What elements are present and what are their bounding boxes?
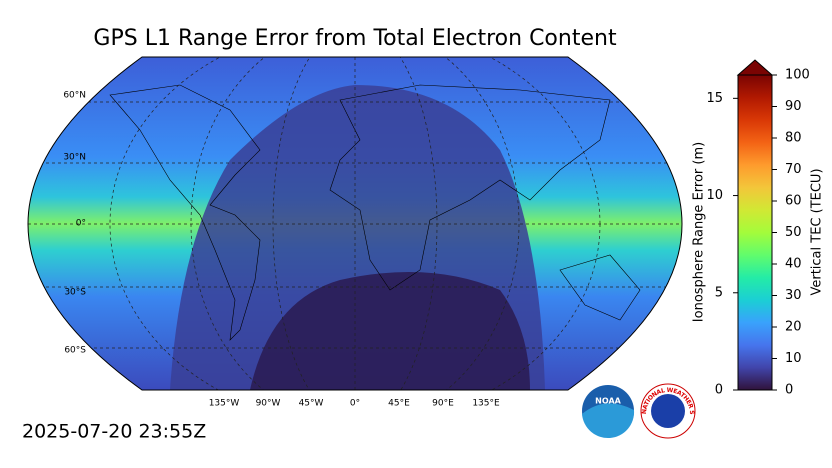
right-tick-label: 10 xyxy=(785,351,802,366)
lon-labels: 135°W 90°W 45°W 0° 45°E 90°E 135°E xyxy=(209,399,500,409)
right-tick-label: 40 xyxy=(785,257,802,272)
map-border xyxy=(27,56,683,391)
right-tick-label: 20 xyxy=(785,320,802,335)
right-tick-label: 80 xyxy=(785,131,802,146)
right-tick-label: 60 xyxy=(785,194,802,209)
noaa-logo: NOAA xyxy=(582,385,635,439)
lon-label: 90°W xyxy=(256,399,281,409)
lat-label: 60°N xyxy=(63,91,86,101)
graticule xyxy=(28,57,682,390)
left-tick-label: 10 xyxy=(706,188,723,203)
map xyxy=(28,57,682,390)
left-tick-label: 0 xyxy=(715,383,723,398)
title: GPS L1 Range Error from Total Electron C… xyxy=(93,26,617,51)
left-tick-label: 15 xyxy=(706,91,723,106)
lat-label: 0° xyxy=(76,219,86,229)
colorbar: 0 5 10 15 0 10 20 30 40 50 60 70 80 90 100 Ionosphere R… xyxy=(692,59,825,398)
noaa-text: NOAA xyxy=(595,397,621,406)
lon-label: 45°E xyxy=(388,399,410,409)
lon-label: 135°W xyxy=(209,399,240,409)
colorbar-fill xyxy=(737,74,773,391)
low-tec-region xyxy=(250,272,530,390)
lat-label: 30°N xyxy=(63,153,86,163)
right-tick-label: 90 xyxy=(785,99,802,114)
lat-label: 30°S xyxy=(64,288,86,298)
left-tick-label: 5 xyxy=(715,285,723,300)
colorbar-extend xyxy=(736,59,774,76)
lon-label: 0° xyxy=(350,399,360,409)
right-tick-label: 100 xyxy=(785,68,810,83)
lon-label: 135°E xyxy=(472,399,500,409)
left-axis-label: Ionosphere Range Error (m) xyxy=(692,142,707,322)
lon-label: 45°W xyxy=(299,399,324,409)
timestamp: 2025-07-20 23:55Z xyxy=(22,421,206,443)
lat-labels: 60°N 30°N 0° 30°S 60°S xyxy=(63,91,86,356)
lat-label: 60°S xyxy=(64,346,86,356)
coastlines xyxy=(109,84,641,341)
lon-label: 90°E xyxy=(432,399,454,409)
right-tick-label: 50 xyxy=(785,225,802,240)
right-axis-label: Vertical TEC (TECU) xyxy=(810,168,825,295)
right-tick-label: 0 xyxy=(785,383,793,398)
right-tick-label: 70 xyxy=(785,162,802,177)
right-tick-label: 30 xyxy=(785,288,802,303)
